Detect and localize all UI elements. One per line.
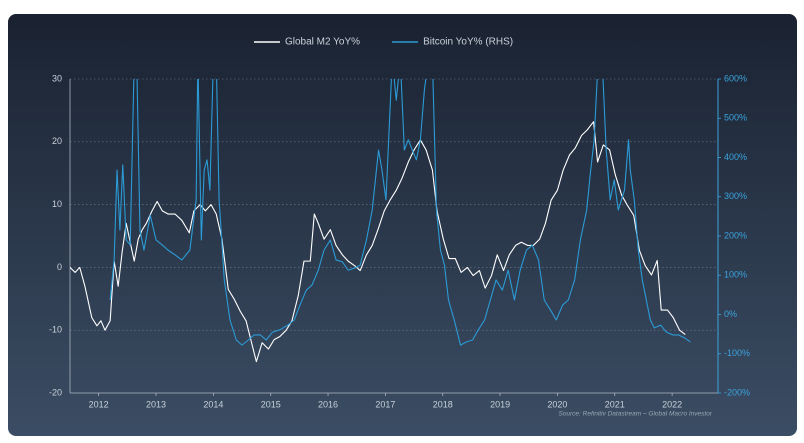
x-tick-label: 2015 (261, 399, 281, 409)
y2-tick-label: -200% (724, 387, 750, 397)
y-tick-label: 0 (57, 262, 62, 272)
legend-label: Global M2 YoY% (285, 37, 360, 48)
series-line (70, 121, 686, 363)
x-tick-label: 2018 (433, 399, 453, 409)
y2-tick-label: -100% (724, 348, 750, 358)
y2-tick-label: 500% (724, 113, 747, 123)
x-tick-label: 2016 (318, 399, 338, 409)
x-tick-label: 2020 (547, 399, 567, 409)
x-tick-label: 2014 (203, 399, 223, 409)
series-line (109, 79, 691, 346)
y2-tick-label: 300% (724, 191, 747, 201)
y-tick-label: -20 (49, 387, 62, 397)
x-tick-label: 2021 (605, 399, 625, 409)
y2-tick-label: 100% (724, 270, 747, 280)
y2-tick-label: 0% (724, 309, 737, 319)
legend: Global M2 YoY% Bitcoin YoY% (RHS) (254, 37, 513, 48)
y-tick-label: 20 (52, 136, 62, 146)
x-tick-label: 2019 (490, 399, 510, 409)
x-tick-label: 2022 (662, 399, 682, 409)
y-tick-label: -10 (49, 325, 62, 335)
x-tick-label: 2017 (375, 399, 395, 409)
legend-label: Bitcoin YoY% (RHS) (423, 37, 513, 48)
y2-tick-label: 600% (724, 73, 747, 83)
y-tick-label: 10 (52, 199, 62, 209)
source-note: Source: Refinitiv Datastream – Global Ma… (558, 411, 712, 418)
x-tick-label: 2012 (89, 399, 109, 409)
y2-tick-label: 200% (724, 230, 747, 240)
y-tick-label: 30 (52, 73, 62, 83)
card (8, 14, 797, 436)
y2-tick-label: 400% (724, 152, 747, 162)
x-tick-label: 2013 (146, 399, 166, 409)
